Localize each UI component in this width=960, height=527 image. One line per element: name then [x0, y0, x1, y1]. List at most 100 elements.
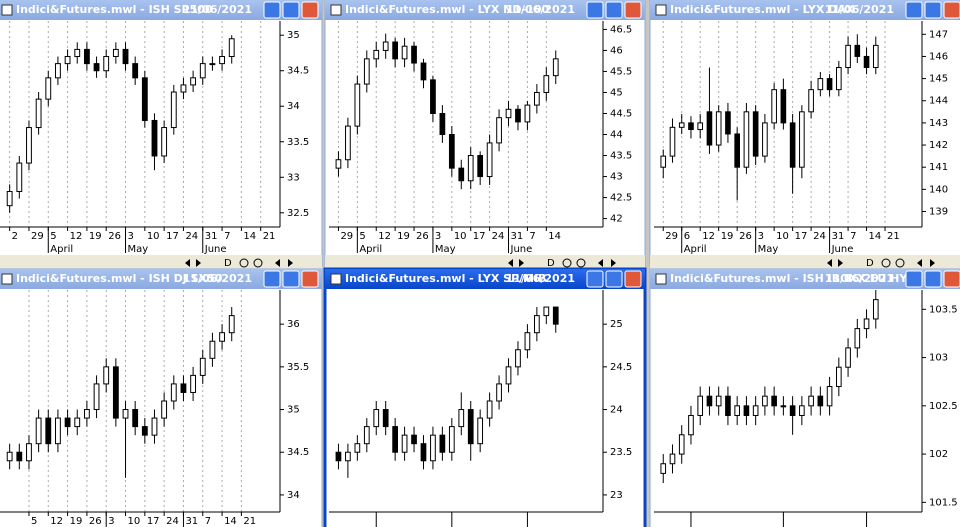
x-tick-label: 10	[128, 516, 141, 527]
page-right-button[interactable]	[930, 259, 935, 267]
maximize-button[interactable]	[282, 270, 300, 288]
page-left-button[interactable]	[598, 259, 603, 267]
window-title: Indici&Futures.mwl - ISH DJ SX50	[16, 272, 223, 285]
maximize-button[interactable]	[605, 1, 623, 19]
x-tick-label: 24	[813, 231, 826, 242]
zoom-out-button[interactable]	[562, 258, 572, 268]
minimize-button[interactable]	[586, 1, 604, 19]
x-tick-label: 19	[70, 516, 83, 527]
window-icon	[655, 4, 667, 16]
candle-body	[439, 112, 446, 136]
candle-body	[382, 409, 389, 428]
window-frame	[324, 0, 646, 267]
x-tick-label: 5	[359, 231, 365, 242]
y-tick-label: 141	[929, 162, 948, 173]
scroll-left-button[interactable]	[827, 259, 832, 267]
month-label: April	[684, 244, 707, 255]
page-right-button[interactable]	[611, 259, 616, 267]
zoom-out-button[interactable]	[239, 258, 249, 268]
minimize-button[interactable]	[905, 1, 923, 19]
candle-body	[83, 409, 90, 419]
chart-window: Indici&Futures.mwl - LYX ND-10011/06/202…	[324, 0, 646, 271]
candle-body	[771, 89, 777, 124]
candle-body	[35, 417, 42, 445]
page-left-button[interactable]	[275, 259, 280, 267]
scroll-left-button[interactable]	[185, 259, 190, 267]
close-button[interactable]	[301, 270, 319, 288]
candle-body	[122, 48, 129, 65]
candle-body	[112, 48, 119, 58]
zoom-in-button[interactable]	[253, 258, 263, 268]
y-tick-label: 44	[610, 130, 623, 141]
scroll-right-button[interactable]	[838, 259, 843, 267]
candle-body	[678, 434, 685, 455]
candle-body	[752, 405, 759, 416]
x-tick-label: 7	[529, 231, 535, 242]
zoom-in-button[interactable]	[895, 258, 905, 268]
page-left-button[interactable]	[917, 259, 922, 267]
y-tick-label: 103	[929, 353, 948, 364]
zoom-out-button[interactable]	[881, 258, 891, 268]
month-label: May	[758, 244, 779, 255]
maximize-button[interactable]	[605, 270, 623, 288]
x-tick-label: 19	[397, 231, 410, 242]
scroll-right-button[interactable]	[196, 259, 201, 267]
candle-body	[16, 451, 23, 462]
candle-body	[808, 395, 814, 407]
candle-body	[190, 374, 197, 393]
y-tick-label: 33.5	[287, 137, 309, 148]
page-right-button[interactable]	[288, 259, 293, 267]
candle-body	[799, 111, 805, 168]
close-button[interactable]	[301, 1, 319, 19]
minimize-button[interactable]	[905, 270, 923, 288]
candle-body	[401, 45, 408, 60]
candle-body	[524, 104, 531, 123]
candle-body	[382, 41, 389, 51]
chart-window: Indici&Futures.mwl - ISH IBOXX EU HY11/0…	[649, 268, 960, 527]
y-tick-label: 23.5	[610, 447, 632, 458]
close-button[interactable]	[624, 270, 642, 288]
candle-body	[103, 56, 110, 72]
candle-body	[420, 62, 427, 81]
candle-body	[515, 108, 521, 123]
toolbar-button[interactable]: D	[866, 258, 874, 269]
x-tick-label: 12	[702, 231, 715, 242]
candle-body	[515, 349, 521, 368]
y-tick-label: 145	[929, 74, 948, 85]
scroll-right-button[interactable]	[519, 259, 524, 267]
window-frame	[323, 267, 647, 527]
candle-body	[826, 78, 833, 91]
window-frame	[649, 0, 960, 267]
title-bar	[325, 269, 645, 289]
title-bar	[650, 0, 960, 20]
candle-body	[401, 434, 408, 453]
minimize-button[interactable]	[586, 270, 604, 288]
close-button[interactable]	[943, 270, 960, 288]
candle-body	[363, 426, 370, 445]
minimize-button[interactable]	[263, 270, 281, 288]
y-tick-label: 36	[287, 319, 300, 330]
minimize-button[interactable]	[263, 1, 281, 19]
maximize-button[interactable]	[924, 1, 942, 19]
candle-body	[161, 127, 168, 157]
candle-body	[669, 126, 676, 157]
candle-body	[74, 417, 81, 428]
toolbar-button[interactable]: D	[547, 258, 555, 269]
maximize-button[interactable]	[282, 1, 300, 19]
candle-body	[354, 83, 361, 127]
candle-body	[505, 108, 512, 119]
candle-body	[543, 306, 550, 317]
close-button[interactable]	[624, 1, 642, 19]
maximize-button[interactable]	[924, 270, 942, 288]
close-button[interactable]	[943, 1, 960, 19]
scroll-left-button[interactable]	[508, 259, 513, 267]
toolbar-button[interactable]: D	[224, 258, 232, 269]
candle-body	[467, 155, 474, 182]
candle-body	[209, 340, 216, 359]
candle-body	[486, 142, 493, 178]
zoom-in-button[interactable]	[576, 258, 586, 268]
candle-body	[845, 44, 851, 69]
x-tick-label: 17	[147, 516, 160, 527]
y-tick-label: 24	[610, 405, 623, 416]
month-label: June	[510, 244, 533, 255]
